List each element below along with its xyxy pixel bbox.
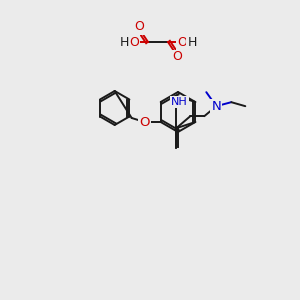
Text: O: O (172, 50, 182, 64)
Text: H: H (187, 35, 197, 49)
Text: O: O (134, 20, 144, 34)
Text: O: O (177, 35, 187, 49)
Text: H: H (119, 35, 129, 49)
Text: O: O (129, 35, 139, 49)
Text: O: O (140, 116, 150, 128)
Text: N: N (212, 100, 221, 113)
Text: NH: NH (171, 97, 188, 107)
